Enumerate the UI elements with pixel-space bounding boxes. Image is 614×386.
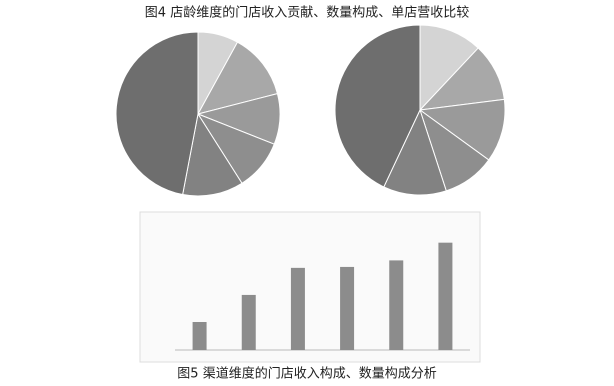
- bar: [389, 260, 404, 350]
- bar: [340, 266, 355, 350]
- pie-slice: [418, 98, 506, 161]
- bar: [290, 267, 305, 350]
- pie-slice: [115, 31, 199, 196]
- figure-caption: 图4 店龄维度的门店收入贡献、数量构成、单店营收比较: [145, 5, 469, 21]
- pie-slice: [197, 41, 279, 115]
- bar-panel: [139, 211, 481, 363]
- pie-slice: [383, 108, 447, 196]
- pie-slice: [419, 24, 479, 112]
- bar: [438, 242, 453, 350]
- pie-slice: [182, 112, 243, 197]
- pie-slice: [334, 24, 421, 188]
- figure-caption: 图5 渠道维度的门店收入构成、数量构成分析: [177, 366, 436, 382]
- bar: [192, 322, 207, 350]
- bar: [241, 294, 256, 350]
